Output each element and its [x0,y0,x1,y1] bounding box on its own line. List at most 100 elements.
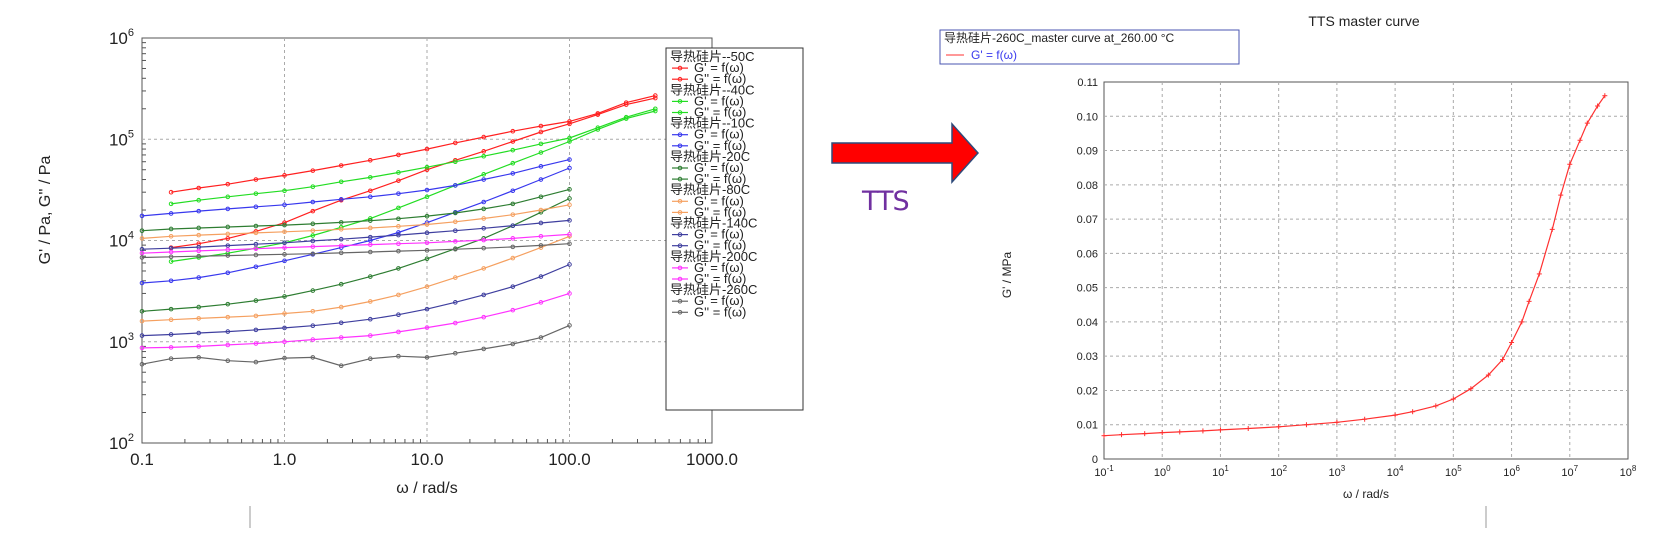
right-y-tick-label: 0.09 [1077,146,1098,158]
left-series-point [168,249,174,255]
left-legend-entry: G' = f(ω) [694,60,744,75]
left-series-point [338,363,344,369]
left-series-point [481,237,487,243]
left-series-point [567,241,572,246]
left-series-point [253,191,259,196]
left-series-point [338,243,344,248]
left-series-point [424,256,430,262]
left-legend-entry: G' = f(ω) [694,127,744,142]
left-series-point [510,188,516,194]
left-series-point [538,243,544,248]
left-series-point [481,225,487,231]
right-x-tick-label: 101 [1212,464,1229,479]
left-legend-entry: G' = f(ω) [694,293,744,308]
left-series-point [367,249,373,255]
left-series-point [139,250,145,256]
right-y-tick-label: 0.07 [1077,214,1098,226]
left-series-point [424,194,430,200]
right-x-tick-label: 10-1 [1094,464,1114,479]
left-legend-entry: G' = f(ω) [694,260,744,275]
left-x-tick-label: 100.0 [548,450,591,469]
right-y-tick-label: 0 [1092,454,1098,466]
left-series-point [652,106,658,112]
left-legend-entry: G'' = f(ω) [694,71,746,86]
left-series-point [538,141,544,147]
left-series-point [567,187,572,192]
left-series-point [168,278,174,284]
left-series-point [168,332,174,337]
left-series-point [253,230,259,236]
left-series-point [139,333,145,338]
left-series-point [510,341,516,347]
left-legend-entry: G'' = f(ω) [694,271,746,286]
left-series-point [424,146,430,152]
left-series-point [282,220,287,225]
left-series-point [481,149,487,154]
right-series-line [1103,95,1606,437]
left-series-point [253,341,259,346]
left-series-line-g-double-prime [171,108,656,205]
left-series-point [510,236,516,241]
left-series-point [538,129,544,135]
left-series-point [538,300,544,305]
left-legend-entry: G'' = f(ω) [694,138,746,153]
left-series-point [424,167,430,173]
left-series-point [481,172,487,177]
left-series-point [310,233,316,238]
right-y-tick-label: 0.06 [1077,248,1098,260]
left-series-point [538,177,544,182]
left-x-tick-label: 10.0 [410,450,443,469]
left-series-line-g-prime [141,235,570,322]
left-series-point [310,244,316,249]
left-series-point [282,294,287,299]
left-series-point [424,230,430,236]
right-y-tick-label: 0.02 [1077,385,1098,397]
left-series-point [424,306,430,312]
left-series-point [481,153,487,159]
left-series-point [139,236,145,241]
right-y-ticks: 0 0.01 0.02 0.03 0.04 0.05 0.06 0.07 0.08 0.09 0.1… [1077,77,1098,466]
right-y-axis-label: G' / MPa [1000,252,1014,299]
left-series-point [310,355,316,360]
left-legend-group-title: 导热硅片--10C [670,116,755,131]
left-series-point [253,327,259,333]
left-series-point [396,266,401,271]
left-series-point [424,248,430,253]
left-series-point [139,345,145,351]
left-series-point [396,312,401,317]
left-series-line-g-double-prime [141,204,570,239]
left-series-point [225,247,231,253]
left-y-tick-label: 104 [109,230,134,251]
left-series-point [567,119,572,124]
left-series-point [225,301,231,307]
left-series-point [396,205,401,211]
left-legend-swatch-marker [677,232,683,237]
left-legend-entry: G'' = f(ω) [694,204,746,219]
left-series-point [538,335,544,340]
left-series-group [139,93,658,369]
left-series-point [196,330,202,336]
left-series-point [396,329,401,335]
left-legend-box [665,47,804,411]
left-series-point [396,170,401,175]
right-y-tick-label: 0.03 [1077,351,1098,363]
left-series-point [623,114,629,120]
left-series-point [225,342,231,348]
left-series-point [510,255,516,261]
left-series-point [196,304,202,310]
left-x-tick-label: 1.0 [273,450,297,469]
left-legend-swatch-marker [677,265,683,271]
left-series-point [225,194,231,200]
left-series-point [282,339,287,345]
left-series-point [453,159,458,165]
left-legend-entry: G'' = f(ω) [694,171,746,186]
left-series-point [168,211,174,216]
left-series-point [196,232,202,238]
left-x-axis-label: ω / rad/s [396,480,457,497]
left-series-point [424,355,430,360]
right-x-tick-label: 103 [1329,464,1346,479]
left-series-point [225,314,231,320]
left-y-ticks: 102 103 104 105 106 [109,27,134,453]
left-chart: 0.1 1.0 10.0 100.0 1000.0 102 103 104 105 106 ω … [37,27,804,497]
